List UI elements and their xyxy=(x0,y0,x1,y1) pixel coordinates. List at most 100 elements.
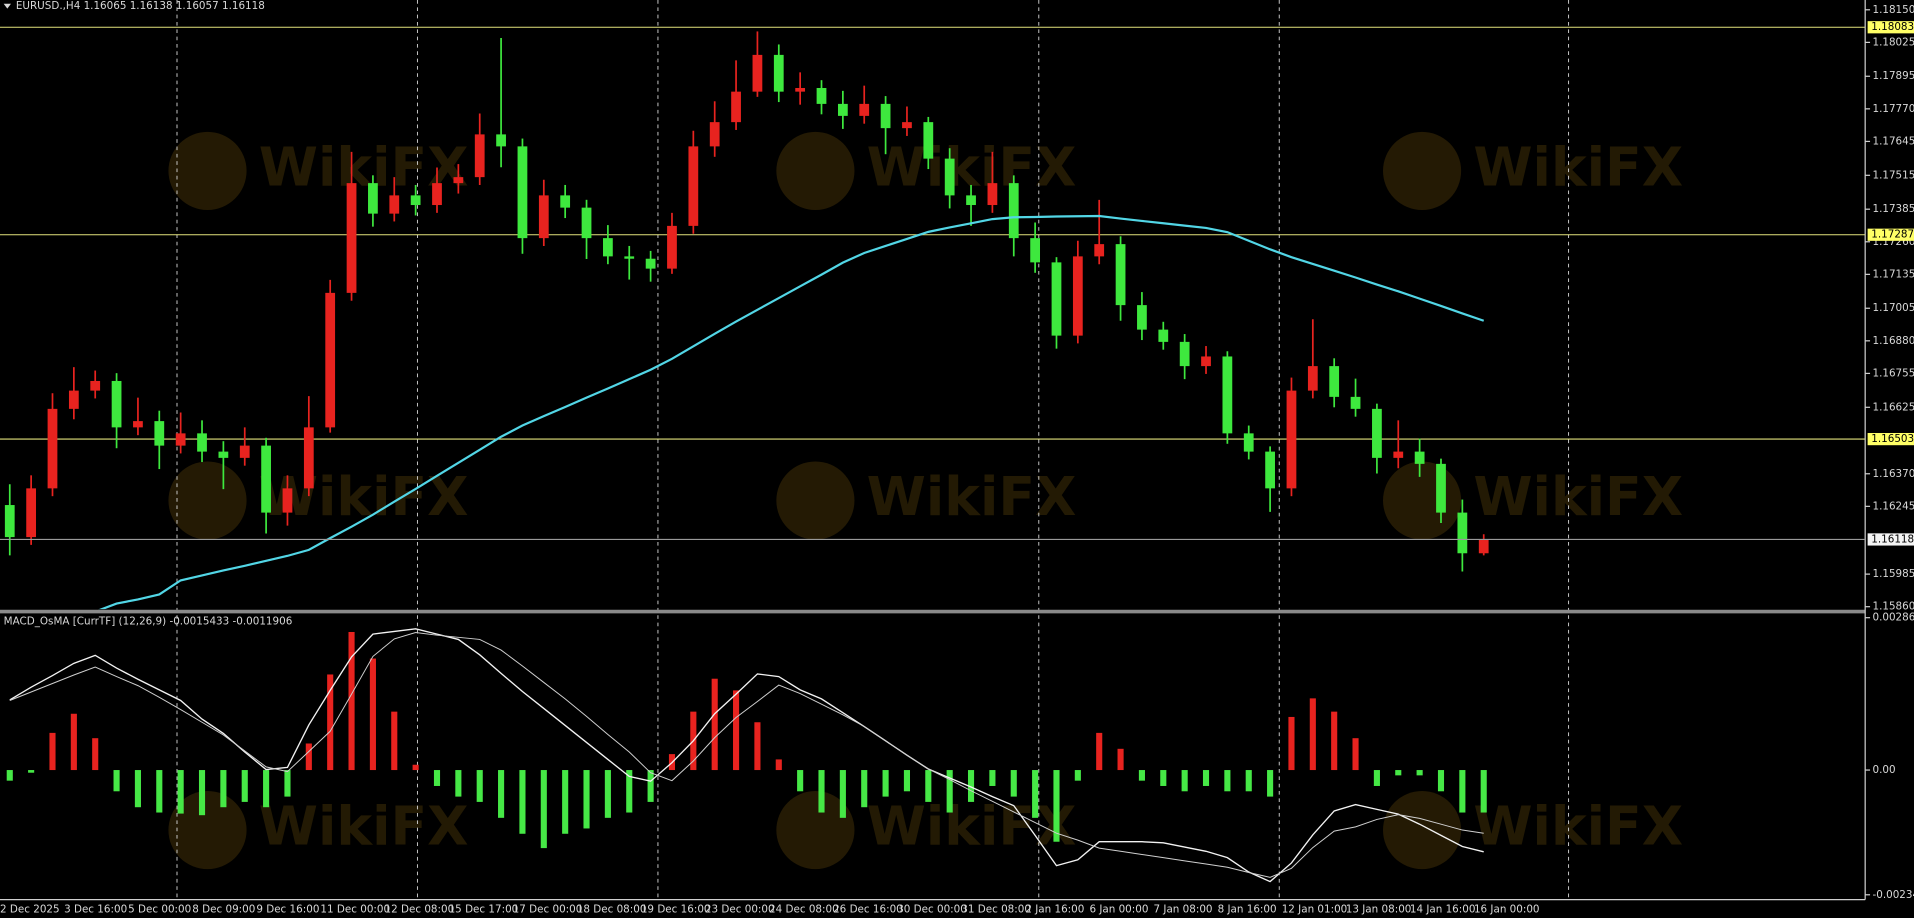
x-tick-label: 6 Jan 00:00 xyxy=(1089,903,1148,915)
watermark: WikiFX xyxy=(1383,791,1683,870)
watermark: WikiFX xyxy=(168,461,469,540)
osma-bar xyxy=(241,770,248,802)
level-label: 1.17287 xyxy=(1871,229,1914,241)
y-tick-label: 1.18025 xyxy=(1872,36,1914,48)
candle-body xyxy=(1201,356,1211,367)
x-tick-label: 18 Dec 08:00 xyxy=(577,903,647,915)
watermark-text: WikiFX xyxy=(867,465,1077,528)
candle-body xyxy=(90,380,101,391)
candle-body xyxy=(709,122,720,147)
candle-body xyxy=(1265,451,1275,489)
macd-line xyxy=(9,628,1484,883)
osma-bar xyxy=(1202,770,1210,786)
candle-body xyxy=(987,183,998,206)
osma-bar xyxy=(263,770,270,808)
osma-bar xyxy=(1373,770,1380,786)
osma-bar xyxy=(369,658,376,771)
osma-bar xyxy=(305,743,312,771)
osma-bar xyxy=(455,770,462,797)
watermark: WikiFX xyxy=(1383,461,1683,540)
x-tick-label: 11 Dec 00:00 xyxy=(320,903,390,915)
candle-body xyxy=(1222,356,1233,434)
candle-body xyxy=(581,207,592,239)
osma-bar xyxy=(1331,711,1338,771)
watermark-text: WikiFX xyxy=(1473,795,1683,858)
x-tick-label: 12 Jan 01:00 xyxy=(1282,903,1348,915)
osma-bar xyxy=(1096,732,1103,771)
watermark: WikiFX xyxy=(1383,131,1683,210)
current-price-label: 1.16118 xyxy=(1871,533,1914,545)
macd-line xyxy=(9,632,1484,878)
osma-bar xyxy=(1288,716,1295,771)
level-label: 1.16503 xyxy=(1871,433,1914,445)
osma-bar xyxy=(626,770,633,813)
osma-bar xyxy=(733,690,740,771)
candle-body xyxy=(1008,183,1019,239)
candle-body xyxy=(261,445,271,513)
x-tick-label: 23 Dec 00:00 xyxy=(705,903,775,915)
watermark-text: WikiFX xyxy=(1473,136,1683,199)
osma-bar xyxy=(1181,770,1188,792)
osma-bar xyxy=(134,770,141,808)
osma-bar xyxy=(1309,698,1316,771)
candle-body xyxy=(1436,463,1446,513)
osma-bar xyxy=(540,770,547,849)
osma-bar xyxy=(989,770,996,786)
candle-body xyxy=(496,134,506,147)
level-label-box xyxy=(1867,21,1914,34)
osma-bar xyxy=(156,770,163,813)
oscillator-title: MACD_OsMA [CurrTF] (12,26,9) -0.0015433 … xyxy=(4,615,293,627)
osma-bar xyxy=(476,770,483,802)
osma-bar xyxy=(604,770,611,818)
current-price-box xyxy=(1867,533,1914,546)
x-tick-label: 24 Dec 08:00 xyxy=(769,903,839,915)
osma-bar xyxy=(775,759,782,771)
main-plot xyxy=(0,26,1866,610)
collapse-arrow xyxy=(3,3,11,9)
moving-average xyxy=(98,214,1485,610)
candle-body xyxy=(218,451,229,458)
osma-bar xyxy=(391,711,398,771)
candle-body xyxy=(432,183,442,206)
candle-body xyxy=(26,488,37,538)
candle-body xyxy=(880,103,891,129)
osma-bar xyxy=(839,770,846,818)
candle-body xyxy=(731,91,741,123)
candle-body xyxy=(1414,451,1425,464)
candle-body xyxy=(453,177,464,184)
candle-body xyxy=(538,195,549,239)
oscillator-plot xyxy=(6,628,1487,883)
osma-bar xyxy=(797,770,804,792)
osma-bar xyxy=(946,770,953,813)
candle-body xyxy=(4,505,15,538)
y-tick-label: -0.002349 xyxy=(1872,889,1914,901)
x-tick-label: 31 Dec 08:00 xyxy=(961,903,1031,915)
osma-bar xyxy=(220,770,227,808)
y-tick-label: 1.18150 xyxy=(1872,4,1914,16)
osma-bar xyxy=(1138,770,1145,781)
y-tick-label: 0.0028694 xyxy=(1872,612,1914,624)
watermark: WikiFX xyxy=(776,461,1077,540)
candle-body xyxy=(773,54,784,92)
candle-body xyxy=(47,408,58,489)
candle-body xyxy=(111,380,122,428)
y-tick-label: 0.00 xyxy=(1872,764,1895,776)
x-tick-label: 7 Jan 08:00 xyxy=(1154,903,1213,915)
candle-body xyxy=(752,54,763,92)
candle-body xyxy=(816,87,827,104)
level-label: 1.18083 xyxy=(1871,21,1914,33)
x-tick-label: 9 Dec 16:00 xyxy=(256,903,319,915)
x-tick-label: 19 Dec 16:00 xyxy=(641,903,711,915)
x-tick-label: 12 Dec 08:00 xyxy=(385,903,455,915)
osma-bar xyxy=(1117,748,1124,771)
candle-body xyxy=(1243,433,1254,452)
osma-bar xyxy=(1416,770,1423,776)
candle-body xyxy=(1094,244,1105,257)
y-tick-label: 1.15860 xyxy=(1872,601,1914,613)
osma-bar xyxy=(1459,770,1466,813)
osma-bar xyxy=(1267,770,1274,797)
osma-bar xyxy=(519,770,526,834)
candle-body xyxy=(624,256,635,259)
